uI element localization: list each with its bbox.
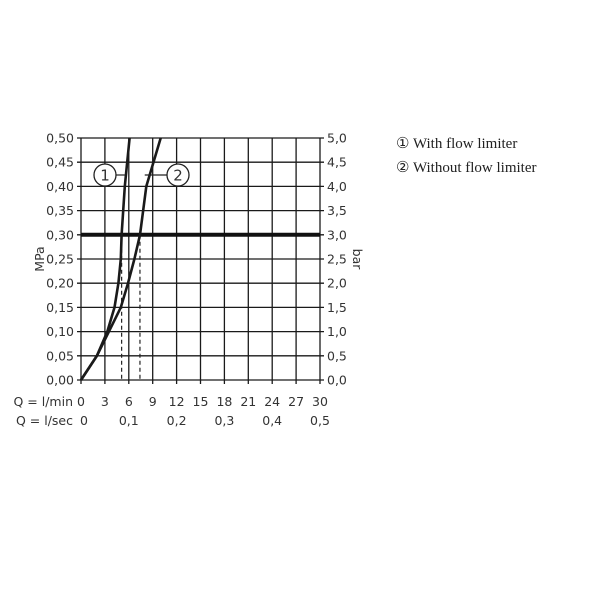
- series-marker-label: 1: [100, 167, 110, 185]
- series-line-2: [79, 137, 162, 381]
- x-tick-label: 3: [101, 394, 109, 409]
- series-marker-circle: [93, 163, 117, 187]
- x-tick-label: 12: [169, 394, 185, 409]
- y-tick-label-right: 2,0: [327, 276, 347, 291]
- y-tick-label-right: 3,5: [327, 203, 347, 218]
- y-tick-label-right: 5,0: [327, 131, 347, 146]
- y-tick-label-left: 0,35: [46, 203, 74, 218]
- y-tick-label-left: 0,00: [46, 373, 74, 388]
- x-axis-row-label: Q = l/min: [13, 394, 73, 409]
- x-tick-label: 24: [264, 394, 280, 409]
- x-tick-label: 0,5: [310, 413, 330, 428]
- y-tick-label-left: 0,05: [46, 348, 74, 363]
- y-tick-label-right: 4,5: [327, 155, 347, 170]
- y-tick-label-left: 0,25: [46, 252, 74, 267]
- y-tick-label-left: 0,50: [46, 131, 74, 146]
- x-tick-label: 0,4: [262, 413, 282, 428]
- y-tick-label-right: 2,5: [327, 252, 347, 267]
- x-tick-label: 30: [312, 394, 328, 409]
- legend-label: Without flow limiter: [412, 160, 537, 176]
- y-tick-label-left: 0,45: [46, 155, 74, 170]
- y-tick-label-left: 0,10: [46, 324, 74, 339]
- x-tick-label: 21: [240, 394, 256, 409]
- y-tick-label-right: 3,0: [327, 227, 347, 242]
- y-tick-label-right: 1,5: [327, 300, 347, 315]
- y-tick-label-right: 0,0: [327, 373, 347, 388]
- y-tick-label-right: 4,0: [327, 179, 347, 194]
- x-tick-label: 0,1: [119, 413, 139, 428]
- legend-symbol: ②: [396, 160, 410, 176]
- x-axis-row-label: Q = l/sec: [16, 413, 73, 428]
- x-tick-label: 0,3: [214, 413, 234, 428]
- legend-item-1: ① With flow limiter: [396, 134, 517, 153]
- series-marker-label: 2: [173, 167, 183, 185]
- x-tick-label: 18: [216, 394, 232, 409]
- series-marker-circle: [166, 163, 190, 187]
- legend-item-2: ② Without flow limiter: [396, 158, 536, 177]
- x-tick-label: 0: [77, 394, 85, 409]
- x-tick-label: 0: [80, 413, 88, 428]
- y-tick-label-left: 0,20: [46, 276, 74, 291]
- x-tick-label: 15: [193, 394, 209, 409]
- x-tick-label: 27: [288, 394, 304, 409]
- legend-symbol: ①: [396, 136, 410, 152]
- legend-label: With flow limiter: [412, 136, 518, 152]
- x-tick-label: 0,2: [167, 413, 187, 428]
- x-tick-label: 6: [125, 394, 133, 409]
- y-axis-label-left: MPa: [32, 246, 47, 271]
- y-tick-label-left: 0,30: [46, 227, 74, 242]
- x-tick-label: 9: [149, 394, 157, 409]
- y-tick-label-left: 0,15: [46, 300, 74, 315]
- y-tick-label-left: 0,40: [46, 179, 74, 194]
- y-axis-label-right: bar: [350, 249, 365, 271]
- y-tick-label-right: 1,0: [327, 324, 347, 339]
- y-tick-label-right: 0,5: [327, 348, 347, 363]
